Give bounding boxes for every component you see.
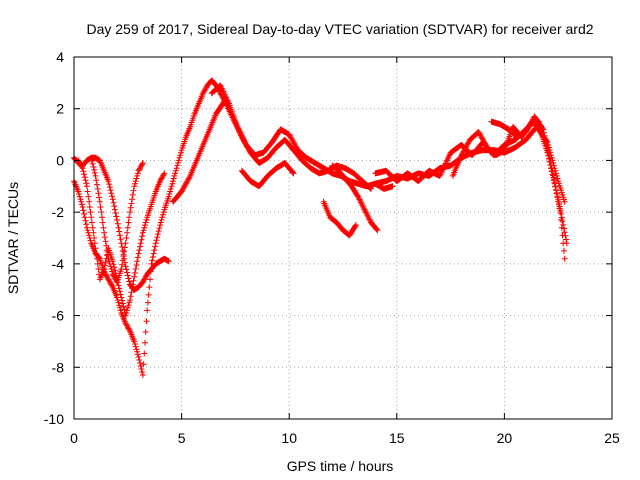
x-axis-ticks: 0 5 10 15 20 25 [70, 57, 620, 446]
series-arc-d [88, 154, 146, 285]
y-tick-label: -6 [52, 308, 65, 324]
data-points [71, 77, 570, 378]
x-axis-label: GPS time / hours [287, 458, 394, 474]
point-markers [170, 98, 374, 205]
x-tick-label: 20 [497, 430, 513, 446]
series-arc-e [170, 98, 374, 205]
point-markers [320, 198, 359, 239]
grid [74, 57, 612, 419]
x-tick-label: 15 [389, 430, 405, 446]
series-arc-l [488, 113, 568, 262]
x-tick-label: 25 [604, 430, 620, 446]
x-tick-label: 5 [178, 430, 186, 446]
y-axis-label: SDTVAR / TECUs [5, 182, 21, 294]
y-tick-label: -10 [44, 411, 64, 427]
chart-title: Day 259 of 2017, Sidereal Day-to-day VTE… [86, 21, 593, 37]
point-markers [238, 160, 297, 190]
y-tick-label: -4 [52, 256, 65, 272]
series-arc-h [329, 162, 381, 234]
series-arc-m [238, 160, 297, 190]
y-tick-label: -2 [52, 204, 65, 220]
point-markers [372, 123, 568, 205]
x-tick-label: 0 [70, 430, 78, 446]
point-markers [208, 82, 396, 192]
point-markers [88, 154, 146, 285]
series-arc-f [208, 82, 396, 192]
y-tick-label: 2 [56, 101, 64, 117]
point-markers [329, 162, 381, 234]
y-tick-label: 0 [56, 152, 64, 168]
series-arc-g [320, 198, 359, 239]
plot-frame [73, 56, 613, 420]
y-tick-label: -8 [52, 359, 65, 375]
x-tick-label: 10 [281, 430, 297, 446]
y-tick-label: 4 [56, 49, 64, 65]
point-markers [488, 113, 568, 262]
series-arc-i [372, 123, 568, 205]
y-axis-ticks: 4 2 0 -2 -4 -6 -8 -10 [44, 49, 612, 427]
